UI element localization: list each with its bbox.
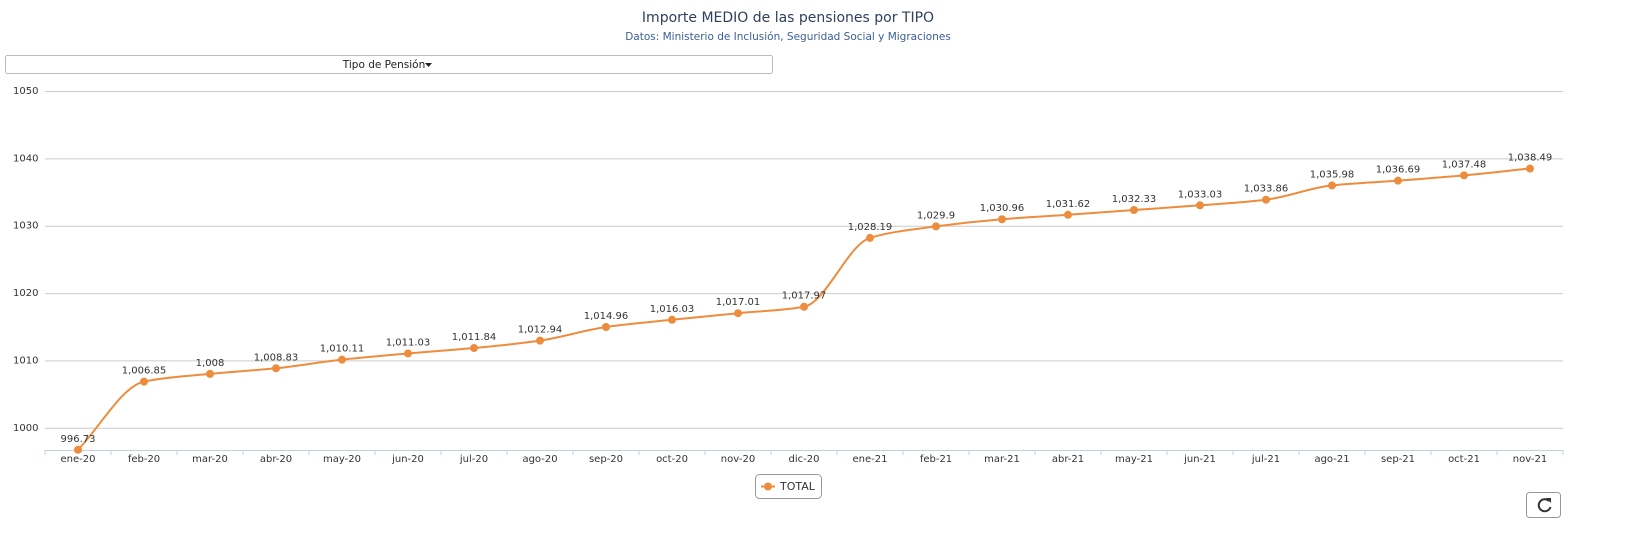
x-tick-label: jun-20 [391, 454, 424, 465]
point [734, 309, 742, 318]
x-tick-label: dic-20 [789, 454, 820, 465]
point [602, 323, 610, 332]
point [1262, 195, 1270, 204]
x-tick-label: sep-20 [589, 454, 623, 465]
point [866, 233, 874, 242]
point [932, 222, 940, 231]
point [998, 215, 1006, 224]
point [404, 349, 412, 358]
data-label: 1,008 [196, 358, 225, 369]
point [1064, 210, 1072, 219]
dropdown-box[interactable] [5, 55, 773, 74]
point [1394, 176, 1402, 185]
x-tick-label: abr-21 [1052, 454, 1084, 465]
legend-box[interactable] [755, 474, 822, 499]
y-tick-label: 1020 [13, 288, 38, 299]
x-tick-label: jun-21 [1183, 454, 1216, 465]
point [206, 369, 214, 378]
dropdown-label[interactable]: Tipo de Pensión [342, 59, 425, 71]
point [1196, 201, 1204, 210]
data-label: 1,011.84 [452, 332, 497, 343]
point [272, 364, 280, 373]
y-tick-label: 1050 [13, 86, 38, 97]
point [74, 445, 82, 454]
x-tick-label: ago-20 [522, 454, 557, 465]
point [536, 336, 544, 345]
x-tick-label: mar-21 [984, 454, 1020, 465]
x-tick-label: feb-21 [920, 454, 952, 465]
point [668, 315, 676, 324]
data-label: 1,006.85 [122, 366, 167, 377]
data-label: 1,028.19 [848, 222, 893, 233]
point [338, 355, 346, 364]
x-tick-label: abr-20 [260, 454, 292, 465]
x-tick-label: ene-21 [853, 454, 888, 465]
data-label: 1,014.96 [584, 311, 629, 322]
y-tick-label: 1010 [13, 355, 38, 366]
data-label: 1,038.49 [1508, 153, 1553, 164]
chart-subtitle: Datos: Ministerio de Inclusión, Segurida… [625, 31, 951, 43]
data-label: 1,036.69 [1376, 165, 1421, 176]
legend-label[interactable]: TOTAL [779, 480, 816, 493]
dropdown[interactable]: Tipo de Pensión [5, 55, 773, 74]
data-label: 1,029.9 [917, 210, 955, 221]
refresh-box[interactable] [1526, 492, 1561, 518]
point [1130, 206, 1138, 215]
data-label: 1,010.11 [320, 344, 365, 355]
data-label: 1,012.94 [518, 325, 563, 336]
x-tick-label: feb-20 [128, 454, 160, 465]
x-tick-label: oct-20 [656, 454, 688, 465]
refresh-icon [1537, 498, 1552, 513]
point [1460, 171, 1468, 180]
data-label: 1,037.48 [1442, 159, 1487, 170]
data-label: 1,032.33 [1112, 194, 1157, 205]
x-tick-label: nov-21 [1513, 454, 1547, 465]
x-tick-label: sep-21 [1381, 454, 1415, 465]
dropdown-caret [425, 63, 432, 67]
data-label: 1,017.97 [782, 291, 827, 302]
x-tick-label: ago-21 [1314, 454, 1349, 465]
x-tick-label: jul-21 [1251, 454, 1280, 465]
data-label: 1,011.03 [386, 337, 431, 348]
point [800, 302, 808, 311]
x-tick-label: may-20 [323, 454, 361, 465]
data-label: 1,017.01 [716, 297, 761, 308]
data-label: 1,031.62 [1046, 199, 1091, 210]
data-label: 1,033.86 [1244, 184, 1289, 195]
point [140, 377, 148, 386]
y-tick-label: 1000 [13, 423, 38, 434]
chart-title: Importe MEDIO de las pensiones por TIPO [642, 10, 934, 26]
point [470, 344, 478, 353]
data-label: 1,033.03 [1178, 189, 1223, 200]
data-label: 996.73 [61, 434, 96, 445]
data-label: 1,035.98 [1310, 169, 1355, 180]
y-tick-label: 1030 [13, 221, 38, 232]
point [1526, 164, 1534, 173]
legend-marker [764, 482, 772, 491]
data-label: 1,008.83 [254, 352, 299, 363]
y-tick-label: 1040 [13, 153, 38, 164]
x-tick-label: may-21 [1115, 454, 1153, 465]
refresh-arrow [1546, 498, 1551, 503]
x-tick-label: ene-20 [61, 454, 96, 465]
x-tick-label: oct-21 [1448, 454, 1480, 465]
data-label: 1,030.96 [980, 203, 1025, 214]
refresh-button[interactable] [1526, 492, 1561, 518]
point [1328, 181, 1336, 190]
x-tick-label: nov-20 [721, 454, 755, 465]
x-tick-label: mar-20 [192, 454, 228, 465]
data-label: 1,016.03 [650, 304, 695, 315]
x-tick-label: jul-20 [459, 454, 488, 465]
